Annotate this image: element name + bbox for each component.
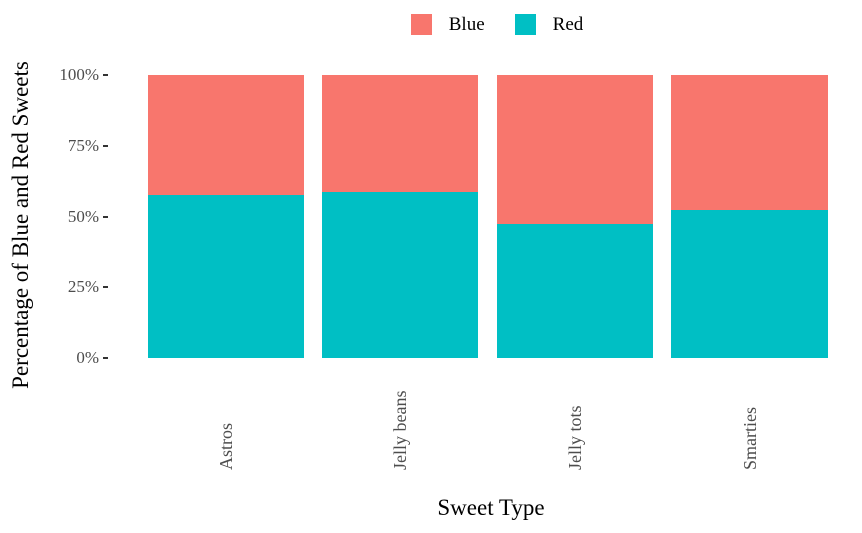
legend-item-red: Red	[514, 14, 584, 35]
bar-segment-blue-smarties	[671, 75, 828, 211]
bar-smarties	[671, 75, 828, 358]
legend-item-blue: Blue	[410, 14, 485, 35]
y-tick-label-25: 25%	[67, 277, 99, 297]
legend: Blue Red	[132, 14, 862, 35]
bar-jelly-beans	[322, 75, 478, 358]
y-tick-mark-25	[103, 286, 108, 289]
bar-segment-blue-astros	[148, 75, 304, 196]
x-label-jelly-tots: Jelly tots	[565, 405, 585, 470]
bar-jelly-tots	[497, 75, 653, 358]
bar-segment-red-astros	[148, 195, 304, 358]
bar-segment-red-jelly-beans	[322, 192, 478, 358]
bar-segment-red-jelly-tots	[497, 224, 653, 358]
bar-segment-red-smarties	[671, 210, 828, 358]
y-tick-label-75: 75%	[67, 135, 99, 155]
x-label-astros: Astros	[216, 422, 236, 470]
y-tick-mark-100	[103, 74, 108, 76]
x-label-smarties: Smarties	[739, 407, 760, 470]
legend-swatch-red	[514, 14, 536, 35]
y-tick-label-100: 100%	[59, 65, 99, 84]
y-tick-mark-75	[103, 144, 108, 147]
y-tick-label-50: 50%	[67, 206, 99, 226]
y-tick-mark-0	[103, 357, 108, 359]
x-label-jelly-beans: Jelly beans	[390, 390, 410, 470]
bar-segment-blue-jelly-beans	[322, 75, 478, 193]
bar-segment-blue-jelly-tots	[497, 75, 653, 225]
legend-label-red: Red	[552, 14, 584, 35]
x-axis-title: Sweet Type	[437, 495, 545, 520]
legend-swatch-blue	[410, 14, 432, 35]
y-tick-mark-50	[103, 215, 108, 218]
bar-astros	[148, 75, 304, 358]
legend-label-blue: Blue	[448, 14, 485, 35]
y-tick-label-0: 0%	[76, 348, 99, 367]
